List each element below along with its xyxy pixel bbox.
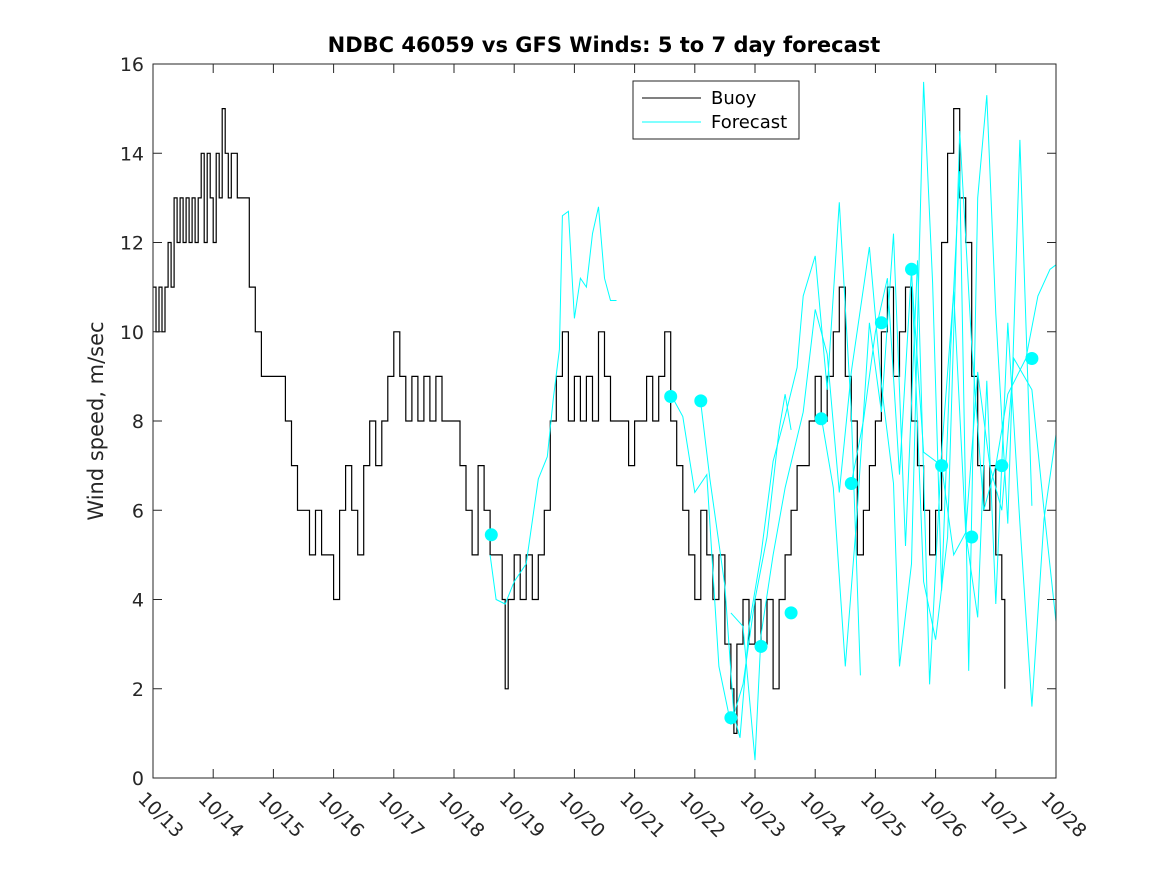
y-tick-label: 8 — [132, 411, 144, 433]
legend-box — [632, 80, 800, 140]
legend: Buoy Forecast — [632, 80, 800, 140]
forecast-marker-point — [965, 530, 979, 544]
legend-forecast-label: Forecast — [711, 112, 787, 133]
axes — [152, 63, 1057, 779]
y-tick-label: 2 — [132, 679, 144, 701]
y-axis-label: Wind speed, m/sec — [84, 321, 108, 520]
forecast-marker-point — [935, 459, 949, 473]
forecast-line-1 — [489, 206, 617, 605]
forecast-marker-point — [484, 528, 498, 542]
forecast-marker-point — [874, 316, 888, 330]
y-tick-label: 16 — [120, 54, 144, 76]
y-tick-label: 4 — [132, 590, 144, 612]
forecast-line-4 — [730, 81, 1033, 761]
forecast-line-5 — [820, 233, 1057, 707]
forecast-marker-point — [905, 262, 918, 276]
y-tick-label: 0 — [132, 768, 144, 790]
plot-area — [153, 81, 1057, 761]
forecast-marker-point — [1025, 352, 1039, 365]
buoy-series-line — [153, 108, 1006, 734]
y-tick-label: 12 — [120, 233, 144, 255]
forecast-marker-point — [724, 711, 738, 725]
forecast-line-2 — [670, 393, 792, 725]
forecast-line-6 — [850, 130, 1057, 640]
forecast-marker-point — [995, 459, 1009, 473]
forecast-marker-point — [814, 412, 828, 426]
y-tick-label: 6 — [132, 500, 144, 522]
forecast-marker-point — [784, 606, 798, 620]
forecast-marker-point — [844, 477, 858, 490]
forecast-marker-point — [664, 390, 678, 403]
chart-title: NDBC 46059 vs GFS Winds: 5 to 7 day fore… — [328, 33, 881, 57]
legend-buoy-label: Buoy — [711, 88, 757, 109]
y-tick-label: 10 — [120, 322, 144, 344]
y-tick-label: 14 — [120, 143, 144, 165]
forecast-marker-point — [754, 639, 768, 653]
forecast-marker-point — [694, 394, 708, 408]
forecast-line-3 — [700, 202, 861, 738]
